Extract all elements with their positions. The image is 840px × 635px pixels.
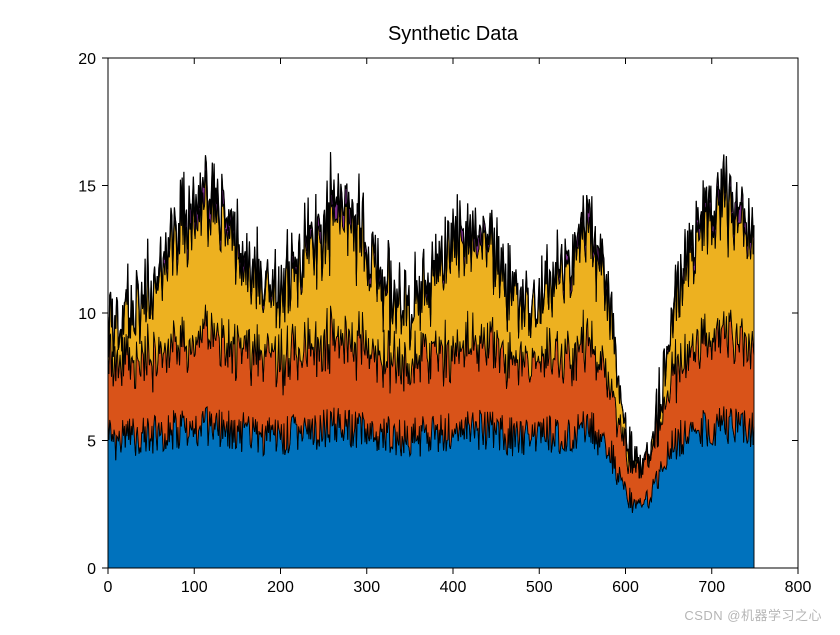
svg-text:Synthetic Data: Synthetic Data: [388, 23, 519, 45]
synthetic-data-chart: 0 100 200 300 400 500 600 700 800 0 5 10 15 20 Synthet…: [0, 0, 840, 630]
svg-text:10: 10: [78, 306, 96, 323]
svg-text:700: 700: [698, 579, 725, 596]
svg-text:5: 5: [87, 434, 96, 451]
svg-text:15: 15: [78, 179, 96, 196]
svg-text:0: 0: [87, 561, 96, 578]
watermark-text: CSDN @机器学习之心: [684, 605, 822, 624]
svg-text:200: 200: [267, 579, 294, 596]
svg-text:0: 0: [104, 579, 113, 596]
svg-text:500: 500: [526, 579, 553, 596]
svg-text:20: 20: [78, 51, 96, 68]
svg-text:800: 800: [785, 579, 812, 596]
svg-text:400: 400: [440, 579, 467, 596]
svg-text:600: 600: [612, 579, 639, 596]
svg-text:100: 100: [181, 579, 208, 596]
svg-text:300: 300: [353, 579, 380, 596]
chart-container: 0 100 200 300 400 500 600 700 800 0 5 10 15 20 Synthet…: [0, 0, 840, 630]
